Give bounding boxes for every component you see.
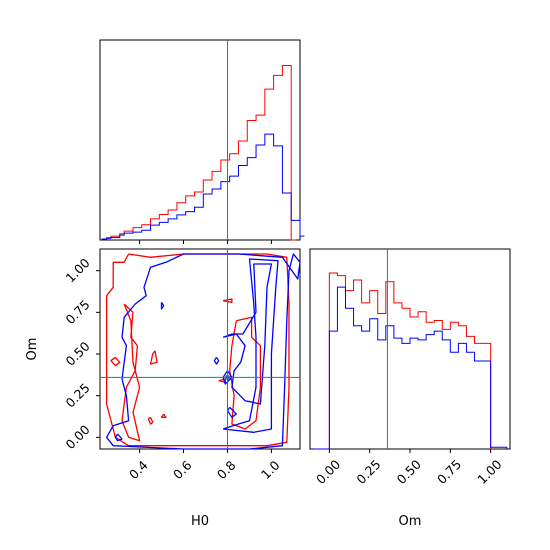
h0-histogram-series-0 <box>101 65 296 241</box>
red-contour-0 <box>105 253 290 447</box>
om-marginal-ticks: 0.00 0.25 0.50 0.75 1.00 <box>313 449 505 487</box>
om-x-tick-label-0: 0.00 <box>313 457 343 487</box>
panel-contour: 0.4 0.6 0.8 1.0 0.00 0.25 0.50 0.75 1.00 H0 Om <box>25 248 301 529</box>
contour-x-tick-label-0: 0.4 <box>126 457 151 482</box>
x-axis-label-om: Om <box>399 514 422 529</box>
panel-om-marginal: 0.00 0.25 0.50 0.75 1.00 Om <box>309 248 511 529</box>
blue-contour-2 <box>222 258 279 433</box>
blue-contour-3 <box>213 356 220 365</box>
blue-contour-6 <box>114 433 123 442</box>
red-contour-2 <box>121 303 141 442</box>
red-contour-1 <box>229 316 262 430</box>
contour-x-tick-label-3: 1.0 <box>258 457 283 482</box>
blue-contour-5 <box>226 406 237 418</box>
red-contour-6 <box>160 413 167 418</box>
panel-h0-marginal <box>99 39 305 244</box>
om-x-tick-label-3: 0.75 <box>434 457 464 487</box>
panel-h0-frame <box>99 39 301 241</box>
y-axis-label-om: Om <box>25 338 40 361</box>
h0-marginal-ticks <box>139 240 272 244</box>
om-x-tick-label-4: 1.00 <box>474 457 504 487</box>
red-contour-4 <box>110 356 121 367</box>
om-x-tick-label-2: 0.50 <box>394 457 424 487</box>
om-histograms <box>313 249 508 450</box>
truth-point <box>224 374 230 380</box>
contour-y-tick-label-4: 1.00 <box>62 255 92 285</box>
contour-x-tick-label-1: 0.6 <box>170 457 195 482</box>
red-contour-3 <box>149 350 158 365</box>
contour-y-tick-label-1: 0.25 <box>62 380 92 410</box>
om-x-tick-label-1: 0.25 <box>353 457 383 487</box>
contour-y-tick-label-3: 0.75 <box>62 297 92 327</box>
om-marginal-frame <box>309 248 511 450</box>
contour-y-tick-label-2: 0.50 <box>62 338 92 368</box>
om-histogram-series-1 <box>313 286 508 450</box>
contour-frame <box>99 248 301 450</box>
h0-histogram-series-1 <box>101 133 305 240</box>
contour-lines <box>100 249 301 450</box>
blue-contour-1 <box>222 263 273 405</box>
contour-y-tick-label-0: 0.00 <box>62 422 92 452</box>
om-histogram-series-0 <box>328 272 492 449</box>
blue-contour-4 <box>222 370 233 385</box>
blue-contour-7 <box>160 301 165 310</box>
x-axis-label-h0: H0 <box>191 514 209 529</box>
contour-x-tick-label-2: 0.8 <box>214 457 239 482</box>
blue-contour-0 <box>105 253 301 450</box>
red-contour-8 <box>218 378 226 383</box>
h0-histograms <box>101 40 305 241</box>
red-contour-5 <box>147 416 154 425</box>
